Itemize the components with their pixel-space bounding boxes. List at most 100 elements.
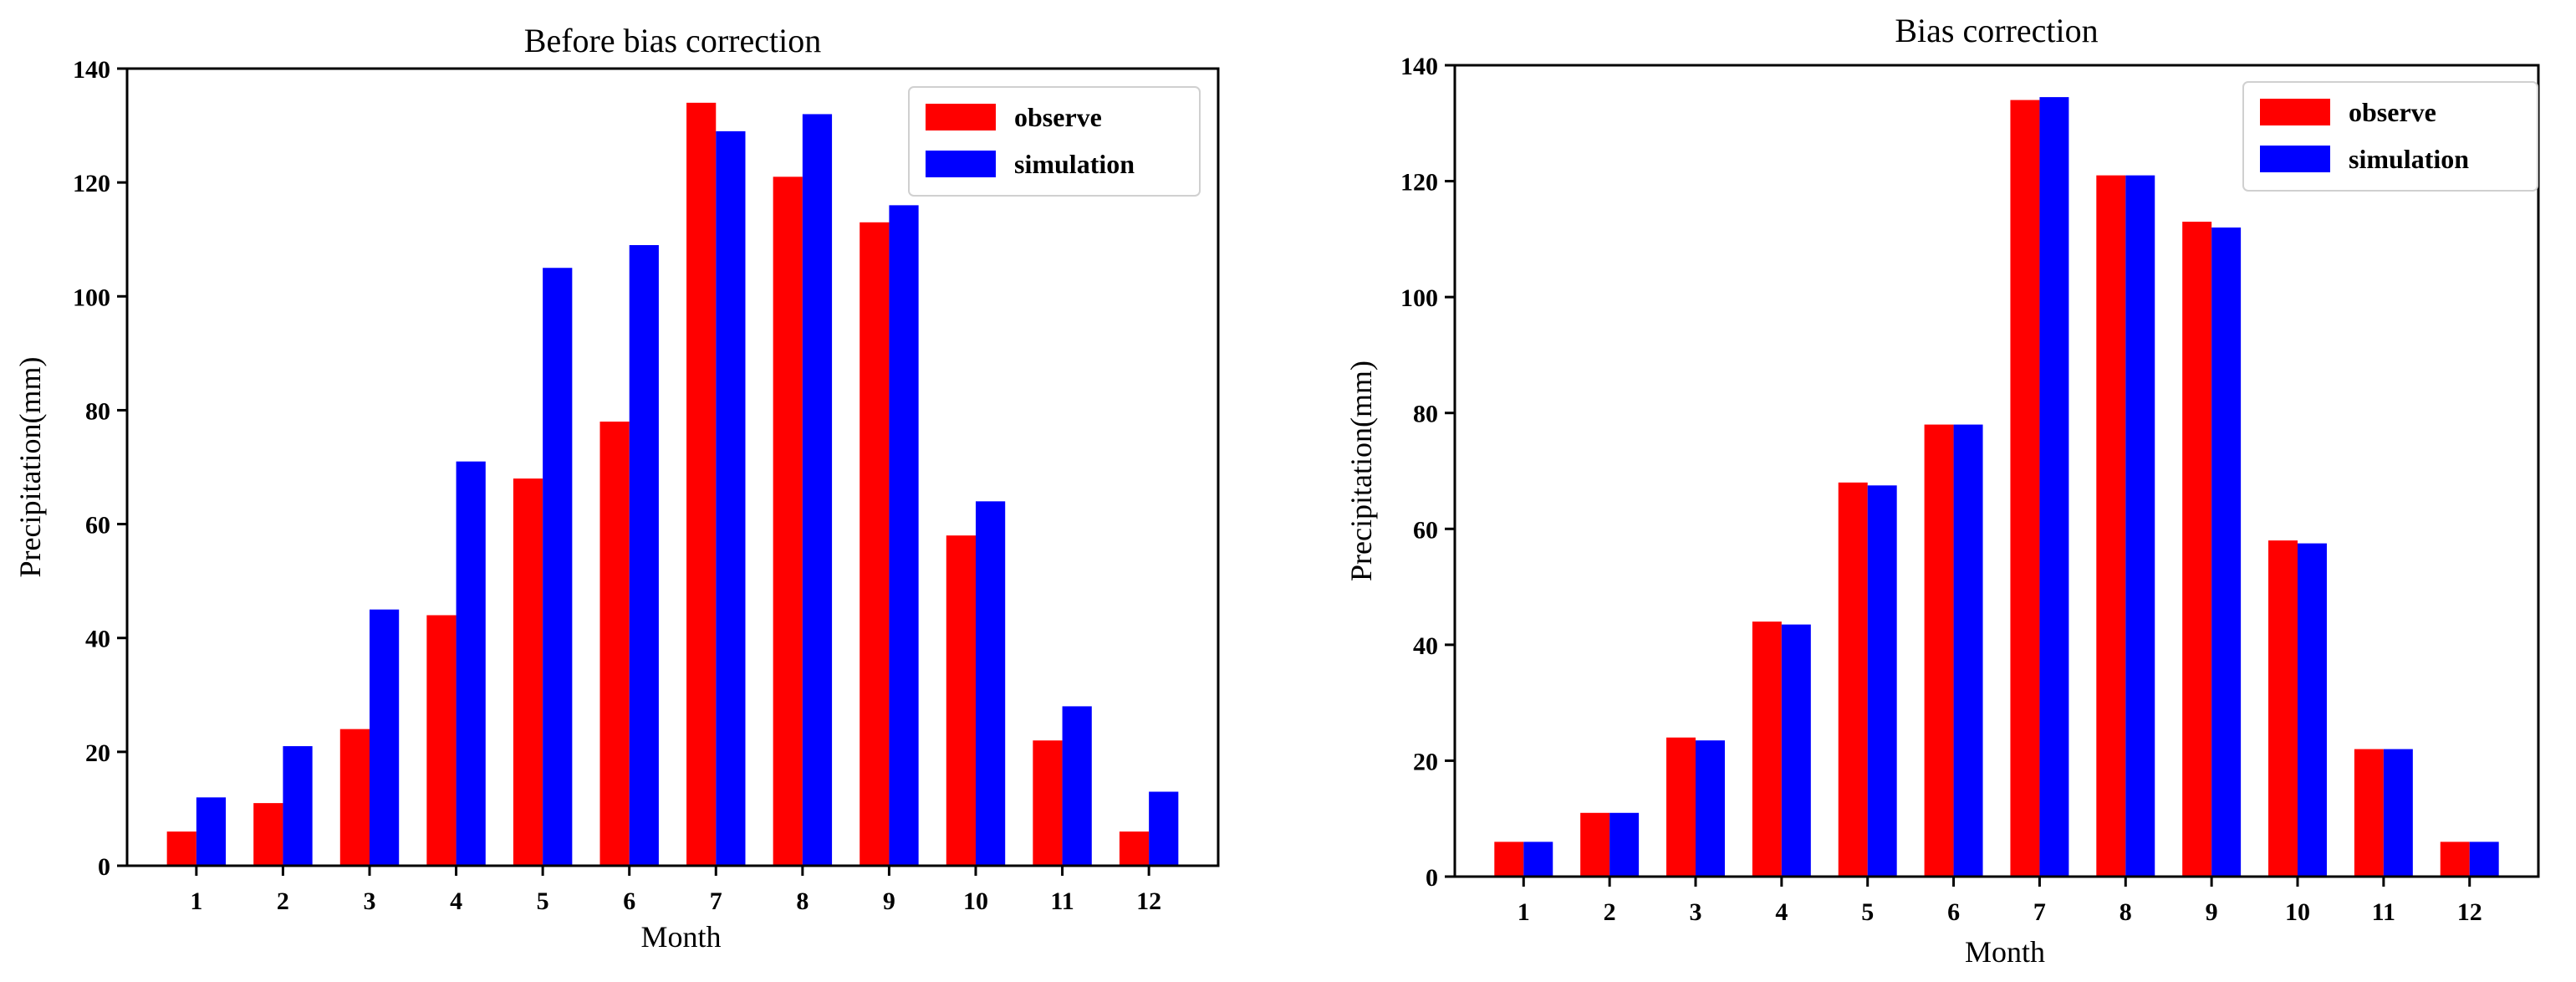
chart-title: Bias correction xyxy=(1895,12,2098,49)
legend-label-observe: observe xyxy=(2349,97,2436,127)
bar-simulation-10 xyxy=(976,501,1006,866)
bar-simulation-10 xyxy=(2298,543,2327,877)
bar-observe-12 xyxy=(2440,841,2470,877)
bar-observe-9 xyxy=(2182,222,2212,877)
y-tick-label: 40 xyxy=(1413,632,1438,660)
x-tick-label: 10 xyxy=(2285,898,2310,926)
x-tick-label: 7 xyxy=(710,887,722,915)
x-axis-label: Month xyxy=(1965,935,2045,969)
y-tick-label: 0 xyxy=(1426,864,1438,892)
x-tick-label: 5 xyxy=(537,887,549,915)
bar-simulation-11 xyxy=(2383,749,2413,877)
legend-swatch-observe xyxy=(926,104,996,130)
y-tick-label: 20 xyxy=(1413,748,1438,775)
x-axis-label: Month xyxy=(640,920,721,954)
y-tick-label: 60 xyxy=(85,512,110,540)
bar-simulation-8 xyxy=(2125,175,2155,877)
bar-observe-4 xyxy=(1752,621,1782,877)
y-tick-label: 80 xyxy=(85,397,110,425)
bar-observe-11 xyxy=(1033,740,1063,866)
x-tick-label: 3 xyxy=(1690,898,1702,926)
bar-observe-3 xyxy=(339,729,370,866)
legend-swatch-simulation xyxy=(2260,146,2330,172)
bar-simulation-2 xyxy=(283,746,313,866)
bar-simulation-12 xyxy=(2469,841,2499,877)
y-tick-label: 120 xyxy=(1400,169,1438,197)
bar-simulation-6 xyxy=(629,245,659,866)
bar-observe-5 xyxy=(513,478,543,866)
bar-observe-7 xyxy=(2010,100,2040,877)
bar-simulation-9 xyxy=(889,205,919,866)
x-tick-label: 5 xyxy=(1861,898,1874,926)
bar-observe-6 xyxy=(599,422,630,866)
x-tick-label: 9 xyxy=(883,887,895,915)
legend-swatch-observe xyxy=(2260,99,2330,125)
bar-simulation-5 xyxy=(543,268,573,866)
bar-simulation-3 xyxy=(1696,740,1725,877)
bar-observe-11 xyxy=(2354,749,2384,877)
x-tick-label: 12 xyxy=(2457,898,2482,926)
y-tick-label: 60 xyxy=(1413,516,1438,544)
bar-simulation-7 xyxy=(716,130,746,867)
bar-observe-3 xyxy=(1666,737,1696,877)
bar-simulation-8 xyxy=(802,114,833,866)
x-tick-label: 3 xyxy=(364,887,376,915)
bar-observe-8 xyxy=(773,176,803,867)
x-tick-label: 6 xyxy=(623,887,635,915)
bar-simulation-4 xyxy=(456,461,486,866)
bar-simulation-11 xyxy=(1062,706,1092,866)
y-tick-label: 120 xyxy=(73,170,110,197)
bar-observe-7 xyxy=(686,102,717,867)
legend: observe simulation xyxy=(908,86,1201,197)
plot-frame xyxy=(1453,64,2540,878)
y-tick-label: 0 xyxy=(98,853,110,881)
y-tick-label: 40 xyxy=(85,626,110,653)
y-axis-label: Precipitation(mm) xyxy=(13,357,47,578)
x-tick-label: 11 xyxy=(1050,887,1074,915)
x-tick-label: 2 xyxy=(277,887,289,915)
x-tick-label: 8 xyxy=(2119,898,2132,926)
legend-label-simulation: simulation xyxy=(2349,144,2469,174)
bar-observe-10 xyxy=(946,535,976,866)
bar-simulation-9 xyxy=(2211,228,2242,877)
y-tick-label: 100 xyxy=(73,284,110,311)
y-tick-label: 20 xyxy=(85,739,110,767)
x-tick-label: 11 xyxy=(2372,898,2395,926)
bar-observe-10 xyxy=(2268,540,2298,877)
x-tick-label: 12 xyxy=(1136,887,1161,915)
bar-observe-2 xyxy=(253,803,283,866)
bar-simulation-7 xyxy=(2039,97,2069,877)
x-tick-label: 6 xyxy=(1947,898,1960,926)
legend-swatch-simulation xyxy=(926,151,996,177)
bar-simulation-4 xyxy=(1781,624,1811,877)
x-tick-label: 9 xyxy=(2206,898,2218,926)
x-tick-label: 10 xyxy=(963,887,988,915)
x-tick-label: 1 xyxy=(1518,898,1530,926)
y-tick-label: 80 xyxy=(1413,401,1438,428)
bar-simulation-1 xyxy=(1523,841,1553,877)
bar-observe-12 xyxy=(1119,831,1150,866)
legend: observe simulation xyxy=(2242,81,2538,192)
bar-simulation-2 xyxy=(1609,812,1640,877)
legend-label-observe: observe xyxy=(1014,102,1102,132)
bar-observe-5 xyxy=(1838,482,1868,877)
x-tick-label: 4 xyxy=(450,887,462,915)
y-axis-label: Precipitation(mm) xyxy=(1344,361,1378,581)
bar-observe-1 xyxy=(166,831,196,866)
bar-simulation-6 xyxy=(1953,424,1983,877)
bar-observe-8 xyxy=(2096,175,2126,877)
x-tick-label: 4 xyxy=(1775,898,1788,926)
x-tick-label: 1 xyxy=(190,887,202,915)
y-tick-label: 140 xyxy=(73,56,110,84)
bar-simulation-1 xyxy=(196,797,227,866)
bar-observe-2 xyxy=(1580,812,1610,877)
bar-observe-4 xyxy=(426,615,457,866)
bar-observe-6 xyxy=(1924,424,1954,877)
chart-title: Before bias correction xyxy=(524,22,821,59)
bar-simulation-3 xyxy=(370,609,400,866)
bar-simulation-5 xyxy=(1867,485,1897,877)
x-tick-label: 2 xyxy=(1604,898,1616,926)
chart-1: Before bias correction 0 20 40 60 80 100 120 140… xyxy=(13,22,1220,954)
